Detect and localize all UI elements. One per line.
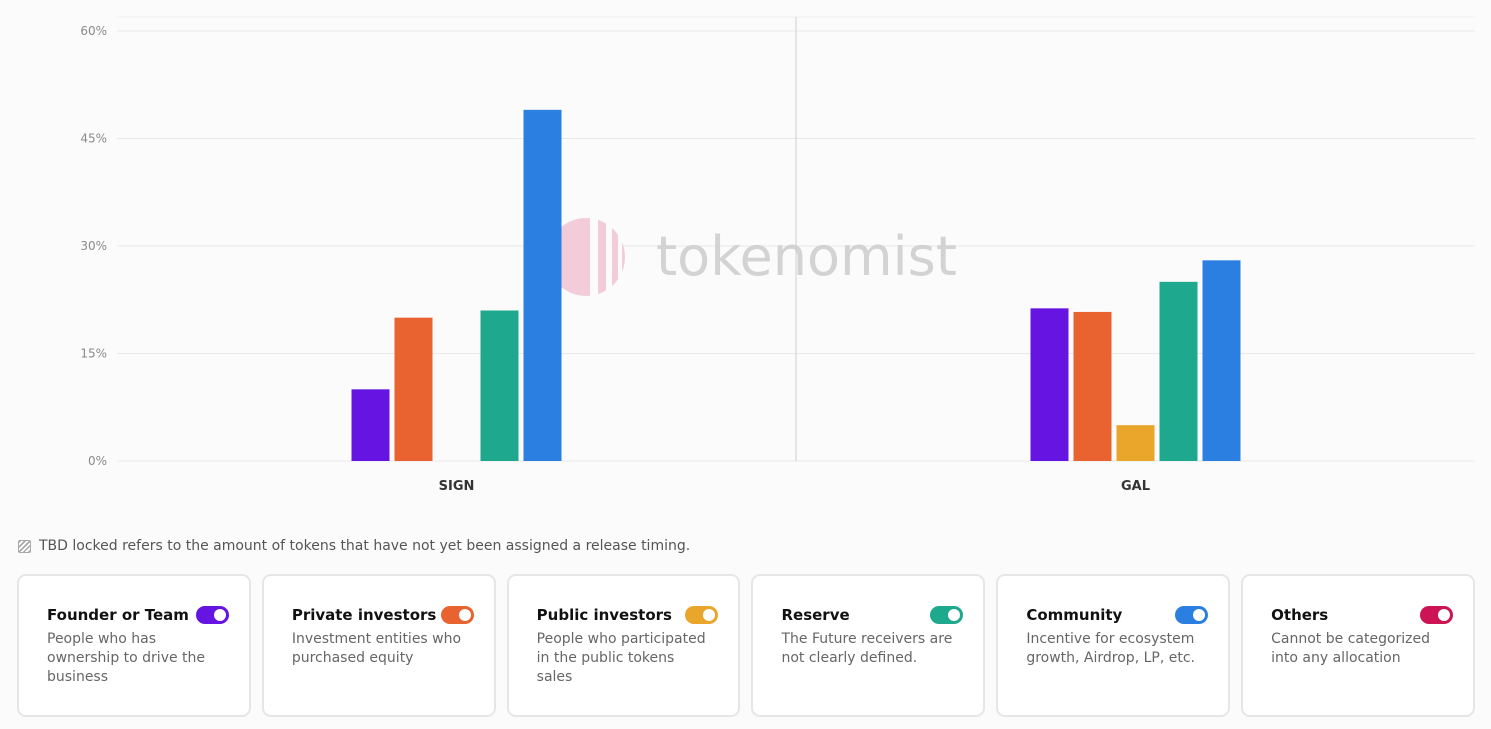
bar-sign-founder-or-team[interactable] [351, 389, 390, 461]
y-tick-label: 15% [80, 347, 107, 361]
toggle-knob [1437, 609, 1450, 621]
legend-card-public-investors: Public investors People who participated… [506, 574, 741, 717]
legend-card-private-investors: Private investors Investment entities wh… [261, 574, 496, 717]
legend-card-community: Community Incentive for ecosystem growth… [996, 574, 1231, 717]
bar-sign-private-investors[interactable] [394, 317, 433, 461]
bar-gal-founder-or-team[interactable] [1030, 308, 1069, 461]
community-toggle[interactable] [1175, 606, 1209, 624]
toggle-knob [458, 609, 471, 621]
legend-title: Founder or Team [47, 606, 189, 624]
y-tick-label: 60% [80, 24, 107, 38]
legend-description: Incentive for ecosystem growth, Airdrop,… [1026, 631, 1195, 666]
legend-title: Reserve [781, 606, 850, 624]
bar-gal-community[interactable] [1202, 260, 1241, 461]
reserve-toggle[interactable] [930, 606, 964, 624]
tbd-note-text: TBD locked refers to the amount of token… [39, 538, 691, 554]
legend-description: People who has ownership to drive the bu… [47, 631, 206, 685]
private-investors-toggle[interactable] [440, 606, 474, 624]
bar-sign-reserve[interactable] [480, 310, 519, 462]
legend-description: The Future receivers are not clearly def… [781, 631, 953, 666]
toggle-knob [948, 609, 961, 621]
bar-gal-reserve[interactable] [1159, 281, 1198, 461]
legend-description: People who participated in the public to… [536, 631, 706, 685]
legend-title: Others [1271, 606, 1329, 624]
legend-card-founder-team: Founder or Team People who has ownership… [17, 574, 251, 717]
toggle-knob [703, 609, 716, 621]
legend-card-reserve: Reserve The Future receivers are not cle… [751, 574, 986, 717]
tokenomist-watermark: tokenomist [547, 215, 957, 299]
y-tick-label: 30% [80, 239, 107, 253]
others-toggle[interactable] [1419, 606, 1453, 624]
legend-title: Public investors [536, 606, 672, 624]
legend-title: Private investors [291, 606, 437, 624]
bar-gal-public-investors[interactable] [1116, 425, 1155, 461]
public-investors-toggle[interactable] [685, 606, 719, 624]
tbd-note: TBD locked refers to the amount of token… [18, 536, 690, 556]
legend-description: Investment entities who purchased equity [291, 631, 462, 666]
allocation-legend: Founder or Team People who has ownership… [17, 574, 1475, 717]
y-tick-label: 0% [88, 454, 107, 468]
toggle-knob [1193, 609, 1206, 621]
hatch-pattern-icon [18, 539, 31, 553]
toggle-knob [213, 609, 226, 621]
x-category-label: SIGN [439, 479, 475, 494]
bar-sign-community[interactable] [523, 109, 562, 461]
legend-card-others: Others Cannot be categorized into any al… [1241, 574, 1475, 717]
allocation-bar-chart: tokenomist 0% 15% 30% 45% 60% SIGN GAL [80, 16, 1475, 494]
founder-team-toggle[interactable] [195, 606, 229, 624]
watermark-text: tokenomist [656, 225, 957, 288]
y-tick-label: 45% [80, 132, 107, 146]
legend-title: Community [1026, 606, 1123, 624]
bar-gal-private-investors[interactable] [1073, 311, 1112, 461]
legend-description: Cannot be categorized into any allocatio… [1271, 631, 1431, 666]
x-category-label: GAL [1121, 479, 1150, 494]
